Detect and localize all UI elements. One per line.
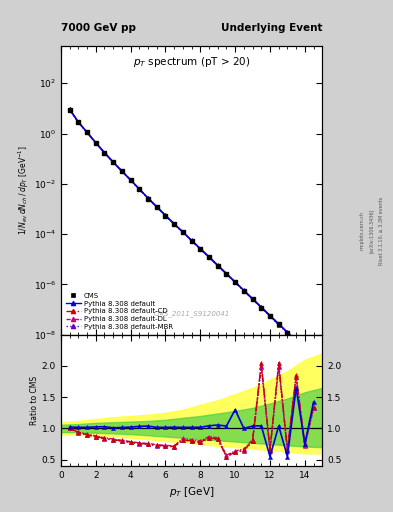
Y-axis label: Ratio to CMS: Ratio to CMS [30, 376, 39, 425]
Text: Rivet 3.1.10, ≥ 3.3M events: Rivet 3.1.10, ≥ 3.3M events [379, 196, 384, 265]
Text: mcplots.cern.ch: mcplots.cern.ch [359, 211, 364, 250]
Text: [arXiv:1306.3436]: [arXiv:1306.3436] [369, 208, 374, 252]
Legend: CMS, Pythia 8.308 default, Pythia 8.308 default-CD, Pythia 8.308 default-DL, Pyt: CMS, Pythia 8.308 default, Pythia 8.308 … [64, 291, 174, 331]
X-axis label: $p_T$ [GeV]: $p_T$ [GeV] [169, 485, 214, 499]
Text: $p_T$ spectrum (pT > 20): $p_T$ spectrum (pT > 20) [133, 55, 250, 69]
Text: 7000 GeV pp: 7000 GeV pp [61, 23, 136, 33]
Text: Underlying Event: Underlying Event [221, 23, 322, 33]
Text: CMS_2011_S9120041: CMS_2011_S9120041 [153, 311, 230, 317]
Y-axis label: $1/N_{ev}\,dN_{ch}\,/\,dp_T\;[\mathrm{GeV}^{-1}]$: $1/N_{ev}\,dN_{ch}\,/\,dp_T\;[\mathrm{Ge… [17, 145, 31, 236]
